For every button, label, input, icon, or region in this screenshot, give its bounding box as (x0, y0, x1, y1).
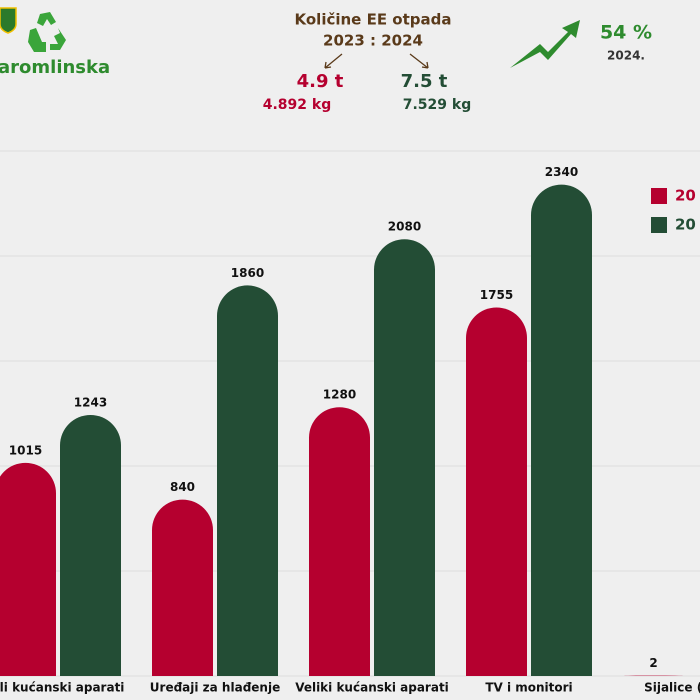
value-label: 2080 (388, 220, 421, 234)
growth-year: 2024. (607, 49, 645, 63)
x-tick-label: TV i monitori (485, 681, 572, 695)
legend-label: 20 (675, 187, 696, 205)
growth: 54 % (600, 22, 652, 44)
total-2024-kg: 7.529 kg (403, 97, 472, 113)
title: Količine EE otpada (295, 11, 452, 29)
value-label: 1280 (323, 388, 356, 402)
value-label: 2340 (545, 165, 578, 179)
legend-swatch (651, 188, 667, 204)
total-2023-t: 4.9 t (297, 71, 344, 92)
arrow (324, 53, 343, 69)
value-label: 1243 (74, 395, 107, 409)
total-2023-kg: 4.892 kg (263, 97, 332, 113)
bar (217, 285, 278, 676)
years: 2023 : 2024 (323, 32, 423, 50)
bar (0, 462, 56, 676)
bar (309, 407, 370, 676)
value-label: 2 (649, 656, 657, 670)
legend-swatch (651, 217, 667, 233)
x-tick-label: ali kućanski aparati (0, 681, 124, 695)
plot: ali kućanski aparati 1015 1243 Uređaji za h… (0, 150, 700, 695)
value-label: 1015 (9, 443, 42, 457)
bar (374, 239, 435, 676)
legend-label: 20 (675, 216, 696, 234)
bar (152, 499, 213, 676)
bar (466, 307, 527, 676)
value-label: 1860 (231, 266, 264, 280)
growth-arrow (510, 20, 580, 68)
arrow (409, 53, 429, 69)
bar (531, 184, 592, 677)
bar (60, 414, 121, 676)
logo-text: aromlinska (0, 57, 110, 78)
value-label: 1755 (480, 288, 513, 302)
x-tick-label: Sijalice (fluo (644, 681, 700, 695)
x-tick-label: Veliki kućanski aparati (295, 681, 449, 695)
x-tick-label: Uređaji za hlađenje (150, 681, 280, 695)
value-label: 840 (170, 480, 195, 494)
logo-shield (0, 7, 17, 34)
recycle-icon (28, 12, 66, 52)
total-2024-t: 7.5 t (401, 71, 448, 92)
